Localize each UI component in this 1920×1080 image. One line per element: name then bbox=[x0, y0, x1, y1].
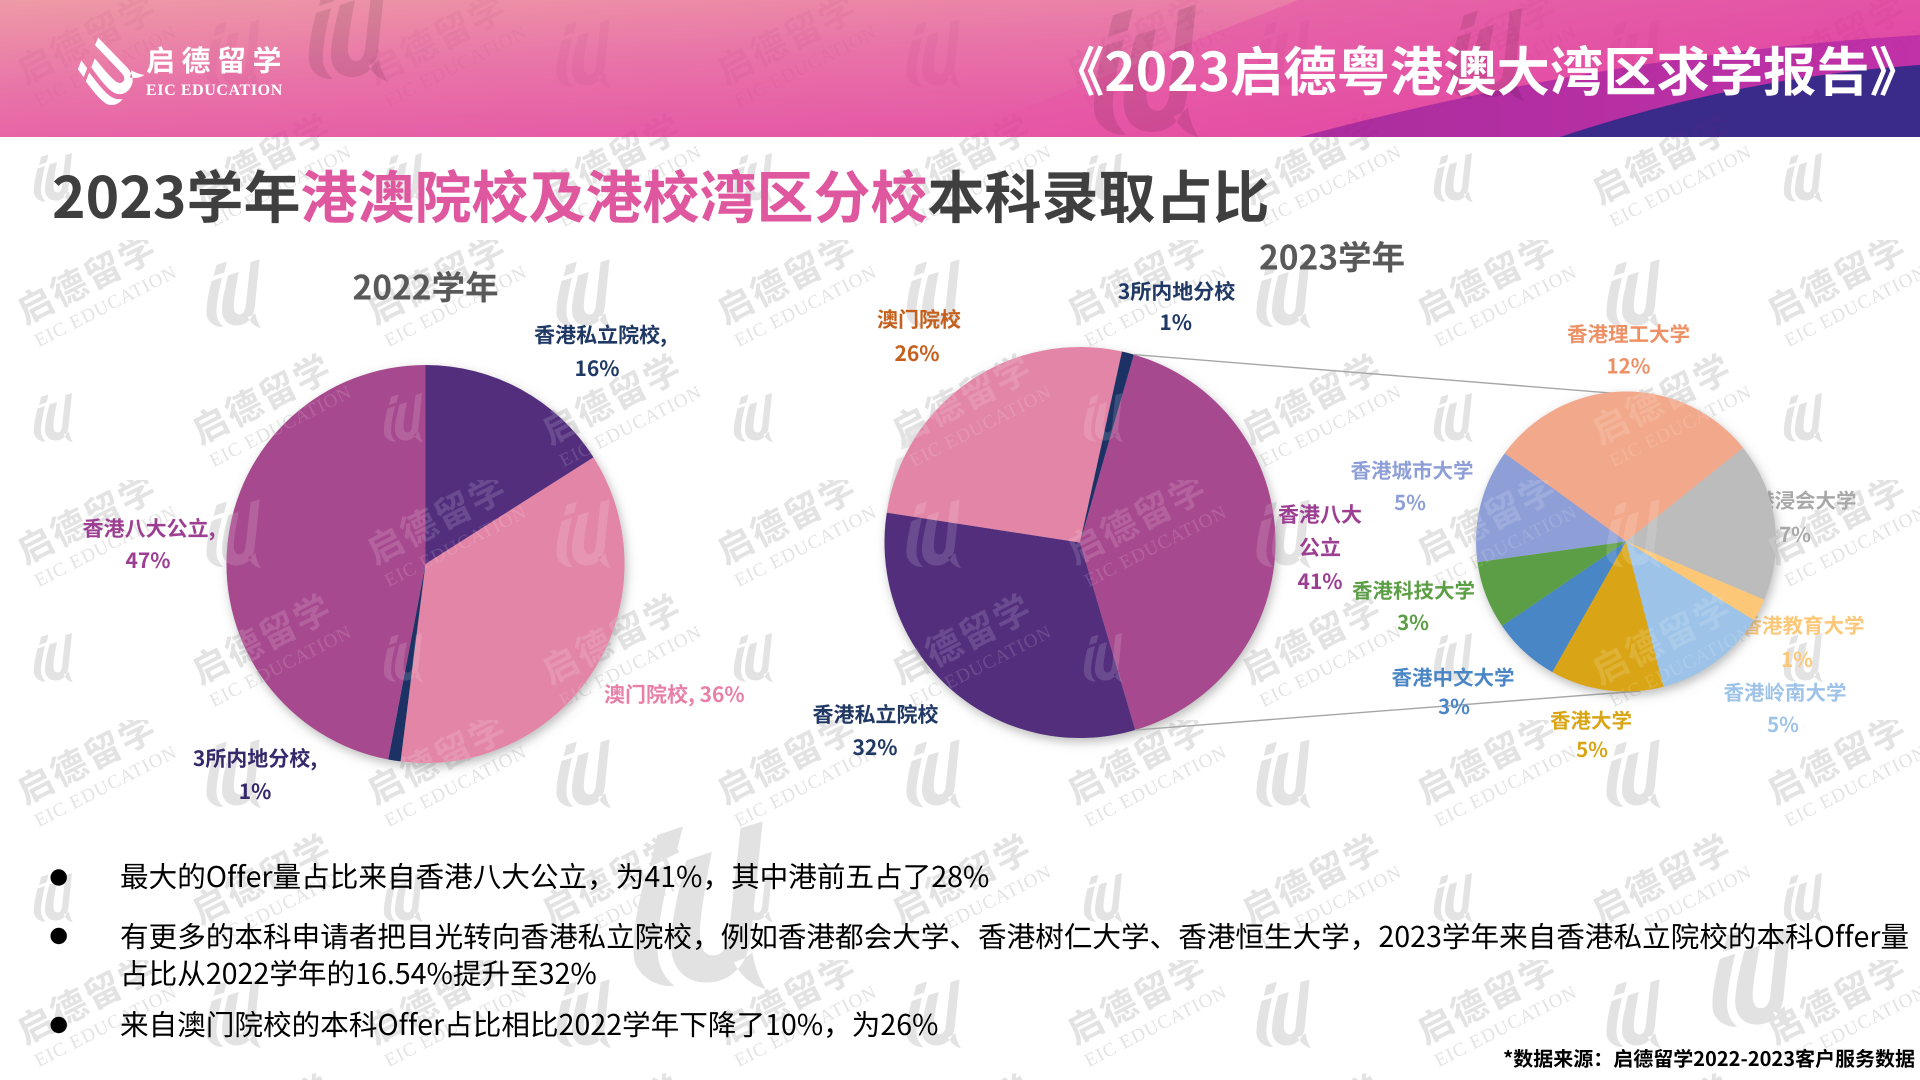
svg-text:EIC EDUCATION: EIC EDUCATION bbox=[146, 82, 283, 99]
